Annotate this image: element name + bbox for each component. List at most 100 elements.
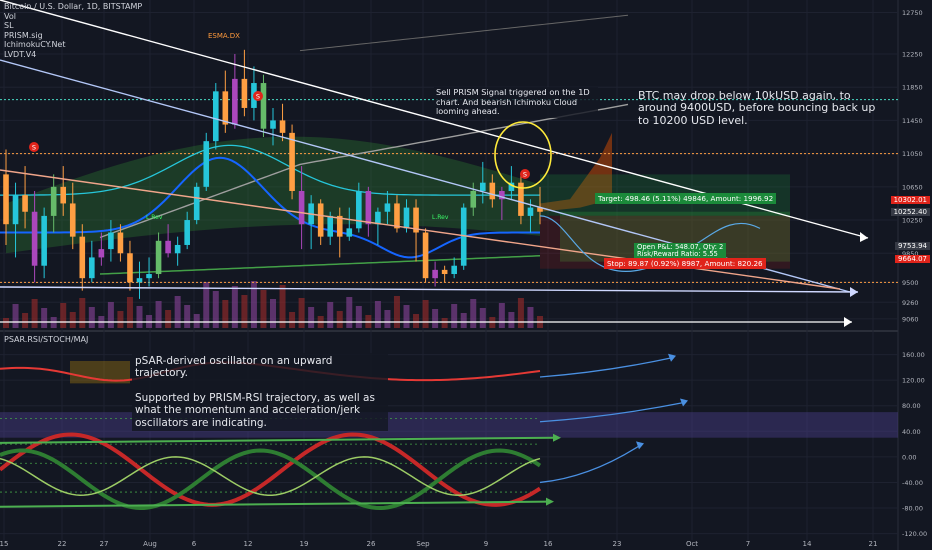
candle <box>479 161 486 204</box>
candle <box>241 49 248 117</box>
volume-bar <box>88 307 95 328</box>
candle <box>298 166 305 250</box>
candle <box>127 240 133 291</box>
x-tick-label: 6 <box>192 540 197 548</box>
candle-body <box>499 190 505 200</box>
candle-body <box>394 203 400 229</box>
osc-y-tick-label: -40.00 <box>902 479 923 487</box>
candle <box>22 166 28 229</box>
volume-bar <box>432 309 439 328</box>
volume-bar <box>308 307 315 328</box>
volume-bar <box>126 297 133 328</box>
volume-bar <box>422 300 429 328</box>
candle-body <box>89 257 95 279</box>
candle <box>346 207 353 241</box>
volume-bar <box>298 298 305 328</box>
x-tick-label: 16 <box>544 540 553 548</box>
volume-bar <box>413 314 420 328</box>
open-pnl-tag: Open P&L: 548.07, Qty: 2 Risk/Reward Rat… <box>634 243 727 260</box>
osc-projection-arrow <box>539 444 641 484</box>
candle <box>336 207 343 258</box>
osc-projection-arrowhead <box>668 353 676 362</box>
x-tick-label: 19 <box>300 540 309 548</box>
candle-body <box>356 190 362 229</box>
candle-body <box>50 186 57 216</box>
volume-bar <box>41 308 48 328</box>
y-tick-label: 9260 <box>902 299 919 307</box>
candle-body <box>127 253 133 283</box>
y-tick-label: 12750 <box>902 9 923 17</box>
volume-bar <box>241 295 248 328</box>
volume-bar <box>31 299 38 328</box>
candle <box>136 261 143 299</box>
kijun-line <box>0 144 540 196</box>
osc-y-tick-label: -120.00 <box>902 530 927 538</box>
candle <box>31 190 38 283</box>
volume-bar <box>279 285 286 328</box>
candle <box>3 149 9 245</box>
candle <box>193 182 200 225</box>
candle <box>146 257 152 287</box>
candle-body <box>184 220 190 245</box>
candle <box>508 166 515 200</box>
candle-body <box>22 195 28 212</box>
volume-bar <box>327 302 334 328</box>
sell-marker: S <box>29 142 39 152</box>
rsi-ribbon-red <box>0 432 542 507</box>
x-tick-label: Aug <box>143 540 157 548</box>
trendline-arrowhead <box>860 232 868 242</box>
volume-bar <box>374 301 381 328</box>
volume-bar <box>479 308 486 328</box>
candle-body <box>41 215 47 266</box>
jerk-oscillator <box>0 456 541 496</box>
volume-bar <box>165 310 172 328</box>
candle <box>117 224 124 262</box>
sell-marker-label: S <box>256 92 260 100</box>
volume-bar <box>527 307 534 328</box>
volume-bar <box>270 299 276 328</box>
volume-bar <box>155 301 162 328</box>
volume-bar <box>260 290 267 328</box>
candle <box>89 240 95 283</box>
volume-bar <box>136 306 143 328</box>
candle <box>441 265 448 283</box>
x-tick-label: 9 <box>484 540 488 548</box>
lower-pane-label: PSAR.RSI/STOCH/MAJ <box>4 335 89 344</box>
candle-body <box>31 211 38 266</box>
candle-body <box>146 274 152 279</box>
x-tick-label: 26 <box>367 540 376 548</box>
candle-body <box>117 232 124 254</box>
sell-marker-label: S <box>32 143 36 151</box>
chart-legend: Bitcoin / U.S. Dollar, 1D, BITSTAMP Vol … <box>4 2 142 59</box>
price-badge-current: 10302.01 <box>890 196 930 204</box>
osc-projection-arrow <box>539 357 673 378</box>
y-tick-label: 11050 <box>902 150 923 158</box>
osc-projection-arrow <box>539 401 685 423</box>
green-ma <box>99 255 541 275</box>
legend-prism-sig: PRISM.sig <box>4 30 43 40</box>
x-tick-label: 15 <box>0 540 8 548</box>
candle <box>365 186 372 237</box>
candle-body <box>384 203 391 212</box>
y-tick-label: 11450 <box>902 117 923 125</box>
candle <box>413 199 419 262</box>
candle-body <box>270 120 276 129</box>
legend-title: Bitcoin / U.S. Dollar, 1D, BITSTAMP <box>4 2 143 11</box>
candle <box>289 124 295 200</box>
candle-body <box>403 207 410 229</box>
candle <box>537 186 543 225</box>
candle-body <box>518 182 524 216</box>
volume-bar <box>393 296 400 328</box>
x-tick-label: 22 <box>58 540 67 548</box>
candle <box>356 182 362 233</box>
volume-bar <box>193 314 200 328</box>
candle-body <box>241 78 248 108</box>
y-tick-label: 9060 <box>902 315 919 323</box>
candle <box>451 257 457 279</box>
x-tick-label: 21 <box>869 540 878 548</box>
support-line <box>0 286 859 293</box>
volume-bar <box>508 312 515 328</box>
legend-lvdt: LVDT.V4 <box>4 49 37 59</box>
x-tick-label: 27 <box>100 540 109 548</box>
